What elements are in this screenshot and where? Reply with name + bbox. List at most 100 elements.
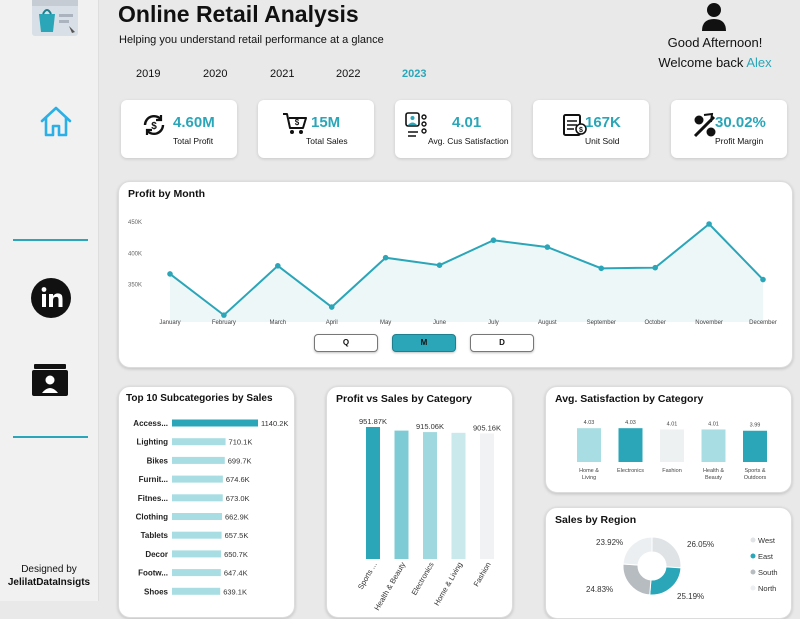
x-tick-label: July [488, 320, 499, 326]
card-title: Avg. Satisfaction by Category [555, 393, 704, 405]
kpi-value: 4.60M [173, 114, 215, 131]
x-tick-label: June [433, 320, 447, 326]
year-2022[interactable]: 2022 [336, 68, 361, 80]
card-title: Profit vs Sales by Category [336, 393, 472, 405]
category-label: Sports & [744, 468, 765, 474]
bar [451, 432, 466, 559]
bar [172, 550, 222, 558]
category-label: Sports ... [356, 561, 379, 591]
profit-line [169, 222, 764, 317]
year-2019[interactable]: 2019 [136, 68, 161, 80]
legend-label: South [758, 568, 778, 577]
x-tick-label: March [269, 320, 286, 326]
bar [618, 428, 643, 462]
month-button[interactable]: M [392, 334, 456, 352]
data-point [167, 271, 173, 277]
kpi-profit-margin: 30.02% Profit Margin [671, 100, 787, 158]
sidebar-divider [13, 239, 88, 241]
donut-slice [651, 536, 682, 569]
avg-satisfaction-chart: 4.03 Home &Living 4.03 Electronics 4.01 Fashi… [577, 420, 767, 481]
value-label: 905.16K [473, 423, 501, 432]
value-label: 1140.2K [261, 419, 288, 428]
value-label: 673.0K [226, 494, 250, 503]
kpi-total-sales: $ 15M Total Sales [258, 100, 374, 158]
kpi-total-profit: $ 4.60M Total Profit [121, 100, 237, 158]
x-tick-label: November [695, 320, 723, 326]
value-label: 647.4K [224, 569, 248, 578]
value-label: 657.5K [225, 531, 249, 540]
y-tick-label: 450K [128, 220, 142, 226]
year-2023[interactable]: 2023 [402, 68, 427, 80]
percent-icon [692, 112, 718, 138]
x-tick-label: October [645, 320, 666, 326]
value-label: 639.1K [223, 587, 247, 596]
value-label: 4.03 [625, 420, 636, 426]
category-label: Outdoors [744, 475, 767, 481]
profit-area [170, 223, 763, 322]
data-point [598, 265, 605, 272]
receipt-icon: $ [562, 112, 588, 138]
kpi-label: Unit Sold [585, 136, 620, 146]
kpi-label: Avg. Cus Satisfaction [428, 136, 509, 146]
profit-vs-sales-card: Profit vs Sales by Category 951.87K Sport… [326, 386, 513, 618]
bar [577, 428, 601, 462]
category-label: Home & Living [432, 561, 464, 608]
x-tick-label: January [159, 320, 180, 326]
kpi-value: 167K [585, 114, 621, 131]
value-label: 710.1K [229, 438, 253, 447]
category-label: Access... [133, 419, 168, 428]
slice-label: 25.19% [677, 592, 704, 601]
card-title: Profit by Month [128, 188, 205, 200]
x-tick-label: February [212, 320, 236, 326]
category-label: Living [582, 475, 596, 481]
legend-marker [750, 585, 756, 591]
kpi-label: Total Profit [173, 136, 214, 146]
year-2021[interactable]: 2021 [270, 68, 295, 80]
data-point [436, 262, 443, 268]
donut-slice [649, 566, 682, 596]
portfolio-icon[interactable] [31, 360, 69, 398]
refresh-dollar-icon: $ [141, 112, 167, 138]
x-tick-label: April [326, 320, 338, 326]
bar [172, 419, 258, 427]
svg-text:$: $ [295, 118, 300, 127]
bar [172, 531, 222, 539]
legend-marker [750, 537, 756, 543]
home-icon[interactable] [38, 104, 74, 140]
linkedin-icon[interactable] [30, 277, 72, 319]
quarter-button[interactable]: Q [314, 334, 378, 352]
value-label: 4.01 [667, 421, 678, 427]
designer-brand: JelilatDataInsigts [7, 577, 91, 588]
day-button[interactable]: D [470, 334, 534, 352]
y-tick-label: 400K [128, 251, 142, 257]
donut-slice [622, 563, 652, 596]
year-2020[interactable]: 2020 [203, 68, 228, 80]
sidebar: Designed by JelilatDataInsigts [0, 0, 99, 601]
kpi-value: 30.02% [715, 114, 766, 131]
slice-label: 23.92% [596, 538, 623, 547]
kpi-label: Profit Margin [715, 136, 764, 146]
slice-label: 24.83% [586, 585, 613, 594]
designed-by-label: Designed by [21, 564, 77, 575]
value-label: 699.7K [228, 456, 252, 465]
category-label: Decor [145, 550, 168, 559]
svg-text:$: $ [151, 121, 157, 132]
x-tick-label: September [587, 320, 616, 326]
data-point [382, 254, 389, 261]
sales-by-region-chart: 26.05% 25.19% 24.83% 23.92% West East South Nor… [586, 536, 778, 601]
legend-label: East [758, 552, 774, 561]
category-label: Health & Beauty [372, 560, 407, 612]
data-point [221, 312, 227, 318]
slice-label: 26.05% [687, 540, 714, 549]
shopping-logo-icon [31, 0, 79, 40]
designer-credit: Designed by JelilatDataInsigts [0, 563, 98, 589]
bar [172, 569, 221, 577]
kpi-label: Total Sales [306, 136, 348, 146]
card-title: Top 10 Subcategories by Sales [126, 393, 273, 404]
top-subcategories-card: Top 10 Subcategories by Sales Access... 1… [118, 386, 295, 618]
bar [172, 438, 226, 446]
avg-satisfaction-card: Avg. Satisfaction by Category 4.03 Home &… [545, 386, 792, 493]
x-tick-label: May [380, 320, 391, 326]
y-tick-label: 350K [128, 283, 142, 289]
category-label: Bikes [147, 456, 169, 465]
